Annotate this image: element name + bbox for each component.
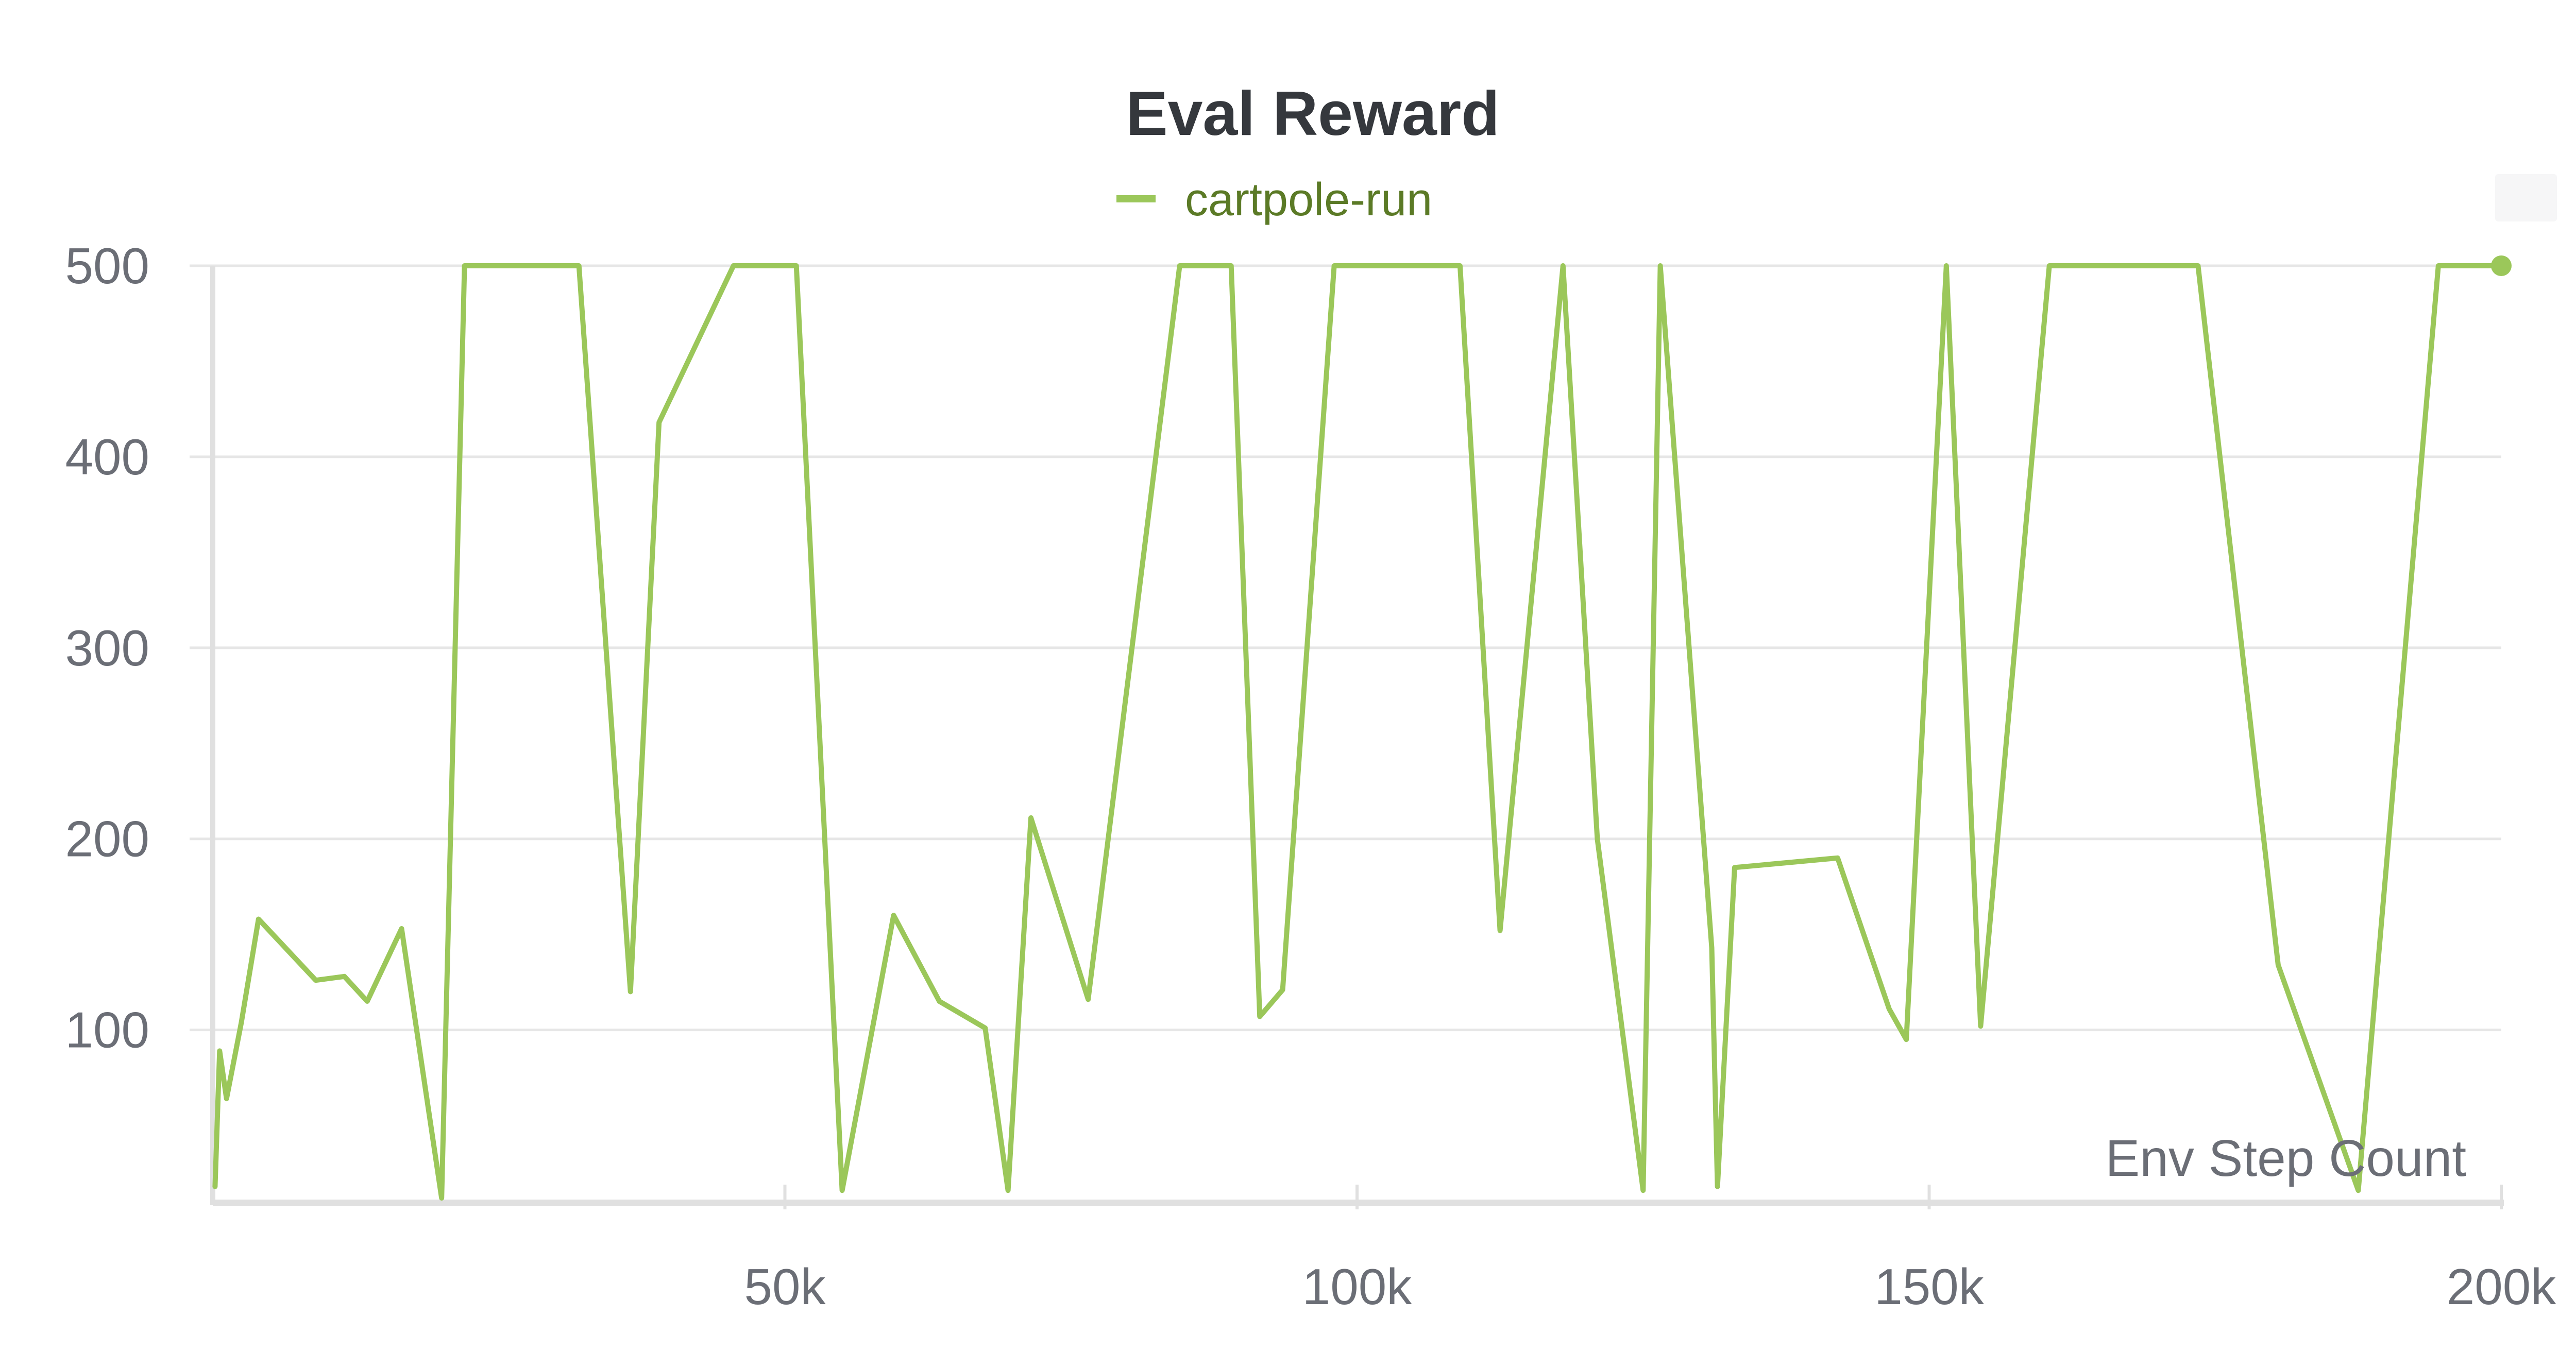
x-axis-label: Env Step Count	[2106, 1130, 2467, 1187]
x-tick-label-200000: 200k	[2447, 1258, 2557, 1315]
series-line-cartpole-run	[212, 263, 2504, 1201]
y-tick-label-400: 400	[65, 429, 149, 485]
y-tick-label-100: 100	[65, 1002, 149, 1058]
legend[interactable]: cartpole-run	[1116, 174, 1432, 226]
tick-labels: 100 200 300 400 500 50k 100k 150k 200k	[65, 237, 2556, 1315]
y-tick-label-200: 200	[65, 811, 149, 867]
x-tick-label-150000: 150k	[1874, 1258, 1985, 1315]
legend-label-cartpole-run: cartpole-run	[1185, 174, 1432, 226]
chart-title: Eval Reward	[1126, 78, 1500, 148]
y-tick-label-500: 500	[65, 237, 149, 294]
series-end-point	[2491, 255, 2512, 276]
x-tick-label-50000: 50k	[744, 1258, 826, 1315]
panel-menu-button[interactable]	[2495, 174, 2557, 221]
series-layer	[212, 255, 2512, 1201]
y-tick-label-300: 300	[65, 620, 149, 676]
axes	[210, 266, 2504, 1209]
grid-lines	[190, 264, 2501, 1032]
x-tick-label-100000: 100k	[1302, 1258, 1413, 1315]
